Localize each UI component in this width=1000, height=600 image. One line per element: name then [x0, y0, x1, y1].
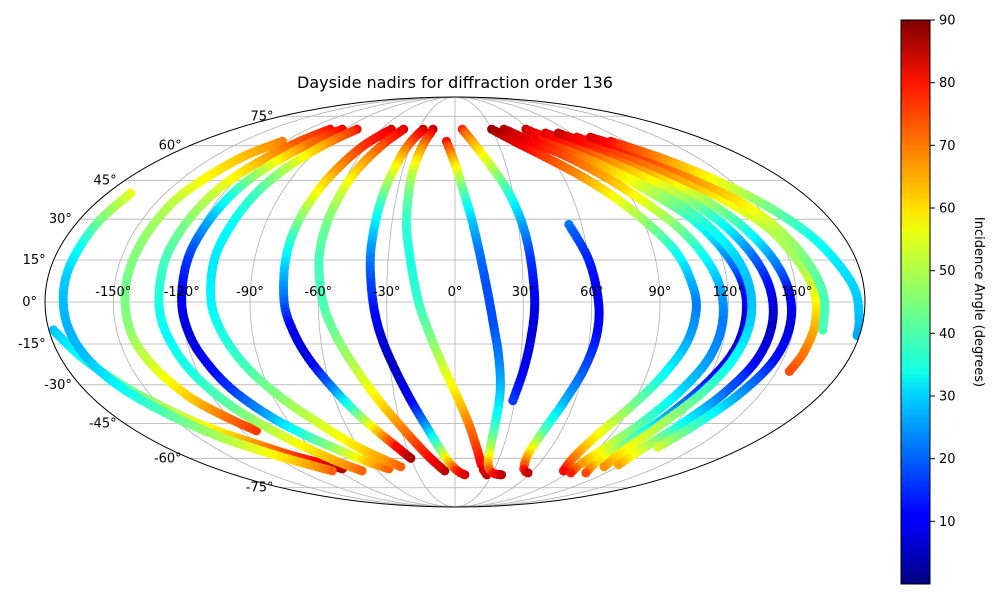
data-point: [613, 460, 624, 470]
colorbar-tick-label: 20: [939, 452, 956, 467]
data-point: [396, 462, 406, 472]
longitude-tick-label: -60°: [304, 285, 332, 300]
longitude-tick-labels: -150° -120° -90° -60° -30° 0° 30° 60° 90° 120° 150…: [95, 285, 812, 300]
data-point: [599, 462, 609, 472]
data-point: [406, 453, 416, 463]
latitude-tick-label: -45°: [89, 416, 117, 431]
colorbar-ticks: 10 20 30 40 50 60 70 80 90: [930, 14, 956, 530]
colorbar-tick-label: 50: [939, 264, 956, 279]
data-point: [566, 468, 576, 478]
longitude-tick-label: -120°: [164, 285, 200, 300]
longitude-tick-label: 30°: [512, 285, 535, 300]
longitude-tick-label: -30°: [373, 285, 401, 300]
longitude-tick-label: 60°: [580, 285, 603, 300]
longitude-tick-label: 90°: [648, 285, 671, 300]
colorbar-gradient: [900, 19, 931, 585]
data-point: [784, 366, 795, 376]
data-point: [523, 468, 533, 478]
data-point: [653, 442, 663, 452]
data-point: [460, 470, 470, 480]
latitude-tick-labels: 75° 60° 45° 30° 15° 0° -15° -30° -45° -60° -75°: [18, 109, 274, 495]
latitude-tick-label: -15°: [18, 337, 46, 352]
scatter-points: [48, 124, 864, 480]
data-point: [508, 396, 518, 406]
data-point: [327, 466, 337, 476]
colorbar-tick-label: 40: [939, 327, 956, 342]
colorbar-tick-label: 70: [939, 139, 956, 154]
latitude-tick-label: -30°: [44, 378, 72, 393]
colorbar-tick-label: 10: [939, 515, 956, 530]
latitude-tick-label: 30°: [49, 212, 72, 227]
longitude-tick-label: 0°: [448, 285, 463, 300]
chart-title: Dayside nadirs for diffraction order 136: [297, 73, 613, 92]
latitude-tick-label: 15°: [23, 253, 46, 268]
data-point: [251, 426, 261, 436]
latitude-tick-label: -75°: [246, 481, 274, 496]
colorbar-tick-label: 90: [939, 14, 956, 29]
latitude-tick-label: 45°: [94, 174, 117, 189]
data-point: [558, 466, 569, 476]
map-boundary: [44, 96, 866, 508]
colorbar-tick-label: 60: [939, 202, 956, 217]
longitude-tick-label: -150°: [95, 285, 131, 300]
latitude-tick-label: 75°: [250, 109, 273, 124]
colorbar-tick-label: 30: [939, 390, 956, 405]
data-point: [818, 325, 828, 335]
data-point: [440, 466, 450, 476]
longitude-tick-label: 120°: [713, 285, 744, 300]
longitude-tick-label: -90°: [236, 285, 264, 300]
data-point: [581, 468, 591, 478]
latitude-tick-label: 60°: [159, 139, 182, 154]
data-point: [357, 466, 367, 476]
latitude-tick-label: -60°: [154, 451, 182, 466]
longitude-tick-label: 150°: [781, 285, 812, 300]
data-point: [496, 470, 507, 480]
colorbar: 10 20 30 40 50 60 70 80 90 Incidence Angle (degr…: [900, 14, 986, 585]
latitude-tick-label: 0°: [22, 295, 37, 310]
colorbar-label: Incidence Angle (degrees): [971, 217, 986, 387]
colorbar-tick-label: 80: [939, 76, 956, 91]
